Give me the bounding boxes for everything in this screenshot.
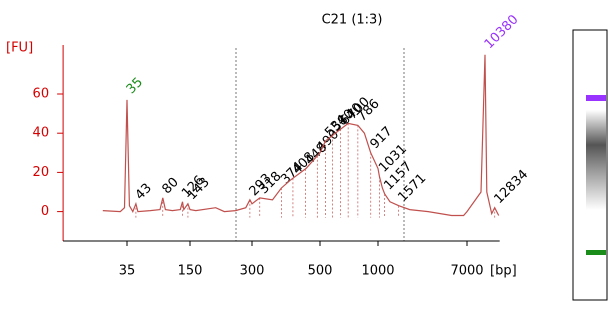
gel-band-upper <box>586 95 606 101</box>
gel-smear <box>586 110 606 210</box>
x-tick-label: 7000 <box>450 264 483 279</box>
y-tick-label: 60 <box>33 87 50 102</box>
x-tick-label: 300 <box>240 264 265 279</box>
y-tick-label: 40 <box>33 126 50 141</box>
y-axis-label: [FU] <box>6 41 33 56</box>
gel-band-lower <box>586 250 606 255</box>
marker-label: 35 <box>124 75 146 97</box>
x-axis-label: [bp] <box>490 264 517 279</box>
chart: C21 (1:3) [FU] [bp] 0 20 40 60 35 150 300 500 10… <box>0 0 609 305</box>
chart-title: C21 (1:3) <box>322 13 383 28</box>
electropherogram-trace <box>103 55 499 216</box>
marker-label: 10380 <box>482 12 522 52</box>
x-tick-label: 1000 <box>361 264 394 279</box>
y-tick-label: 20 <box>33 165 50 180</box>
x-tick-label: 150 <box>178 264 203 279</box>
peak-label: 12834 <box>491 167 531 207</box>
peak-label: 917 <box>367 124 395 152</box>
gel-lane <box>573 30 607 300</box>
y-tick-label: 0 <box>41 204 49 219</box>
x-tick-label: 35 <box>119 264 136 279</box>
x-tick-label: 500 <box>308 264 333 279</box>
peak-label: 80 <box>159 175 181 197</box>
peak-label: 43 <box>133 181 155 203</box>
